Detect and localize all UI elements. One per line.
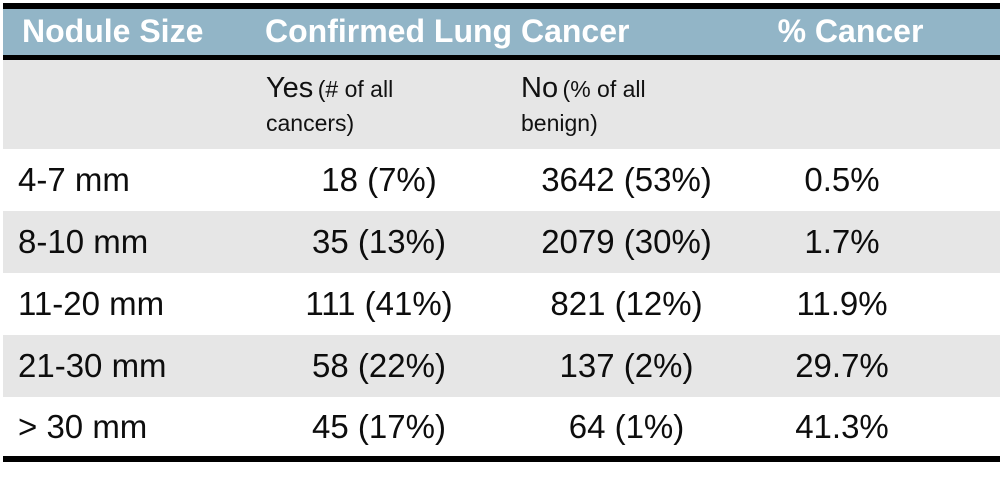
table-header-row: Nodule Size Confirmed Lung Cancer % Canc…	[3, 6, 1000, 57]
cell-pct-cancer: 11.9%	[796, 285, 888, 322]
subheader-empty-cell	[758, 57, 1000, 149]
table-subheader-row: Yes (# of all cancers) No (% of all beni…	[3, 57, 1000, 149]
header-pct-cancer: % Cancer	[777, 13, 924, 50]
header-nodule-size: Nodule Size	[22, 13, 204, 50]
cell-pct-cancer: 1.7%	[804, 223, 880, 260]
cell-yes: 45 (17%)	[312, 407, 446, 445]
cell-no: 64 (1%)	[568, 407, 685, 445]
cell-yes: 18 (7%)	[321, 161, 437, 198]
nodule-table-page: Nodule Size Confirmed Lung Cancer % Canc…	[0, 3, 1003, 479]
cell-pct-cancer: 29.7%	[795, 347, 889, 384]
no-label: No	[521, 72, 559, 105]
table-row: 8-10 mm 35 (13%) 2079 (30%) 1.7%	[3, 211, 1000, 273]
cell-yes: 35 (13%)	[312, 223, 446, 260]
no-note: (% of all benign)	[521, 76, 646, 137]
subheader-empty-cell	[3, 57, 250, 149]
cell-no: 821 (12%)	[550, 285, 703, 322]
subheader-yes-cell: Yes (# of all cancers)	[250, 57, 508, 149]
cell-no: 3642 (53%)	[541, 161, 712, 198]
cell-nodule-size: 11-20 mm	[18, 285, 165, 322]
header-confirmed-lung-cancer: Confirmed Lung Cancer	[265, 13, 630, 50]
subheader-no-cell: No (% of all benign)	[508, 57, 758, 149]
table-row: 4-7 mm 18 (7%) 3642 (53%) 0.5%	[3, 149, 1000, 211]
cell-nodule-size: > 30 mm	[18, 407, 148, 445]
yes-label: Yes	[266, 72, 314, 105]
cell-yes: 111 (41%)	[305, 285, 453, 322]
table-row: 21-30 mm 58 (22%) 137 (2%) 29.7%	[3, 335, 1000, 397]
table-row: > 30 mm 45 (17%) 64 (1%) 41.3%	[3, 397, 1000, 459]
cell-nodule-size: 4-7 mm	[18, 161, 130, 198]
cell-nodule-size: 21-30 mm	[18, 347, 167, 384]
nodule-size-table: Nodule Size Confirmed Lung Cancer % Canc…	[3, 3, 1000, 462]
yes-note: (# of all cancers)	[266, 76, 394, 137]
cell-no: 2079 (30%)	[541, 223, 712, 260]
cell-pct-cancer: 41.3%	[795, 407, 889, 445]
table-row: 11-20 mm 111 (41%) 821 (12%) 11.9%	[3, 273, 1000, 335]
cell-pct-cancer: 0.5%	[804, 161, 880, 198]
cell-no: 137 (2%)	[559, 347, 694, 384]
cell-yes: 58 (22%)	[312, 347, 446, 384]
cell-nodule-size: 8-10 mm	[18, 223, 149, 260]
